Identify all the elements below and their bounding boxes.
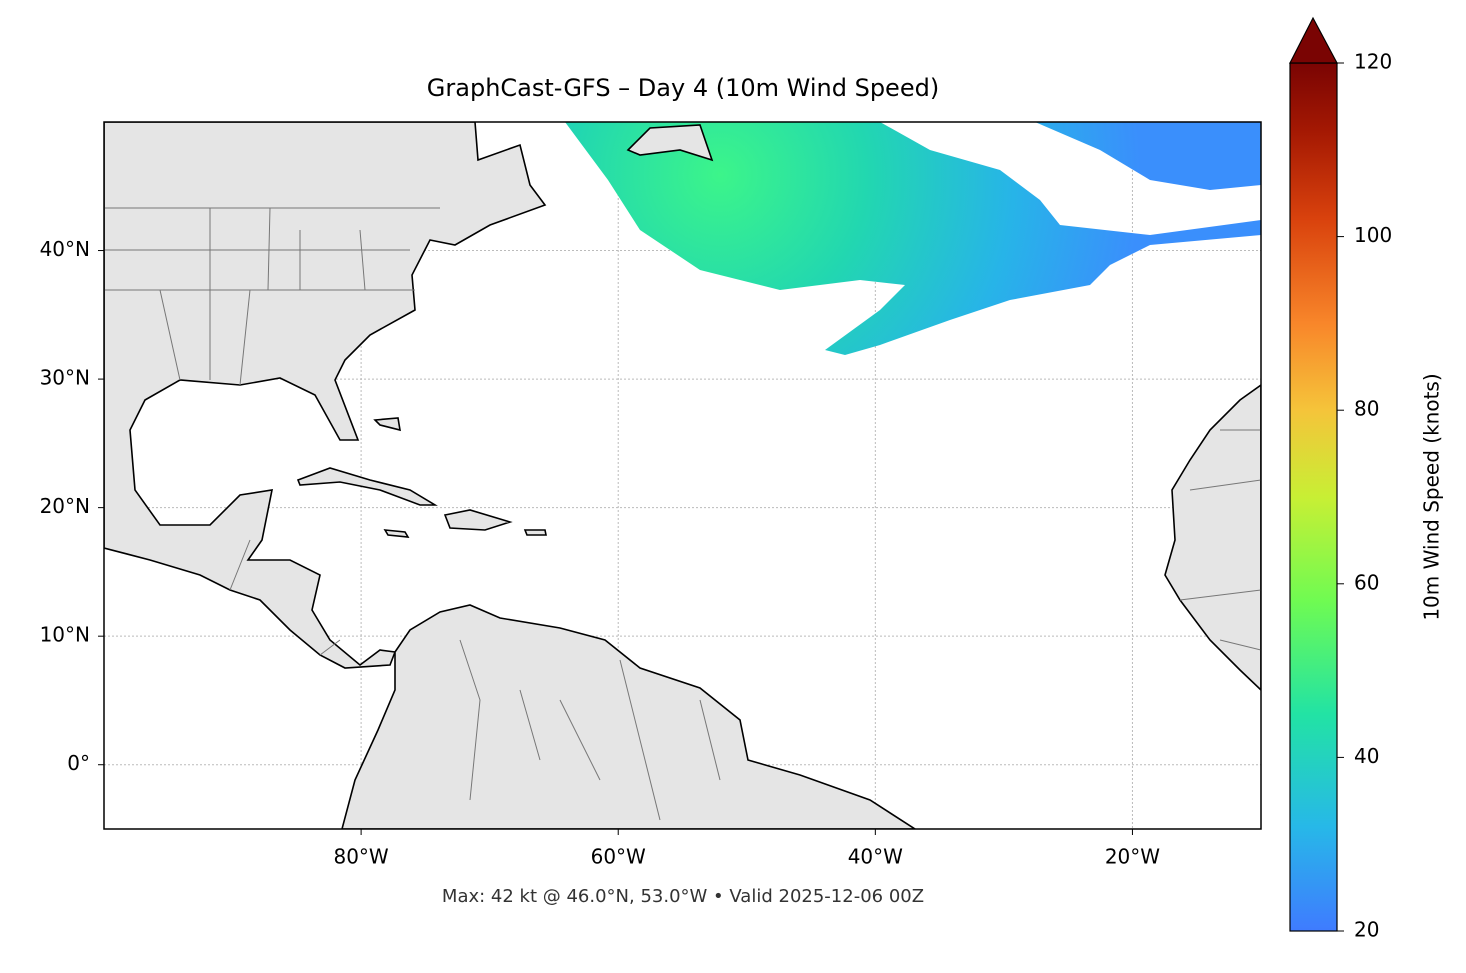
borders: [104, 207, 1261, 821]
land-north-america: [104, 122, 547, 669]
map-area: [104, 122, 1261, 829]
land-newfoundland: [626, 124, 714, 162]
footer-note: Max: 42 kt @ 46.0°N, 53.0°W • Valid 2025…: [442, 886, 924, 907]
wind-swath: [1035, 122, 1261, 190]
wind-swath: [565, 122, 1261, 355]
x-tick-label: 80°W: [333, 845, 388, 869]
y-tick-label: 10°N: [40, 623, 90, 647]
land-south-america: [341, 604, 917, 829]
colorbar: [1289, 62, 1338, 932]
colorbar-tick-label: 100: [1354, 223, 1392, 247]
map-title: GraphCast-GFS – Day 4 (10m Wind Speed): [427, 74, 939, 102]
y-tick-label: 0°: [67, 751, 90, 775]
map-frame: [103, 121, 1262, 830]
colorbar-tick-label: 60: [1354, 570, 1379, 594]
land-africa: [1164, 384, 1261, 692]
colorbar-tick-label: 40: [1354, 744, 1379, 768]
colorbar-tick-label: 120: [1354, 50, 1392, 74]
land-islands: [296, 124, 714, 538]
x-tick-label: 40°W: [848, 845, 903, 869]
y-tick-label: 40°N: [40, 237, 90, 261]
colorbar-label: 10m Wind Speed (knots): [1420, 373, 1444, 620]
x-tick-label: 20°W: [1105, 845, 1160, 869]
colorbar-tick-label: 20: [1354, 918, 1379, 942]
x-tick-label: 60°W: [591, 845, 646, 869]
colorbar-tick-label: 80: [1354, 397, 1379, 421]
y-tick-label: 20°N: [40, 494, 90, 518]
y-tick-label: 30°N: [40, 366, 90, 390]
colorbar-extend: [1289, 16, 1338, 64]
